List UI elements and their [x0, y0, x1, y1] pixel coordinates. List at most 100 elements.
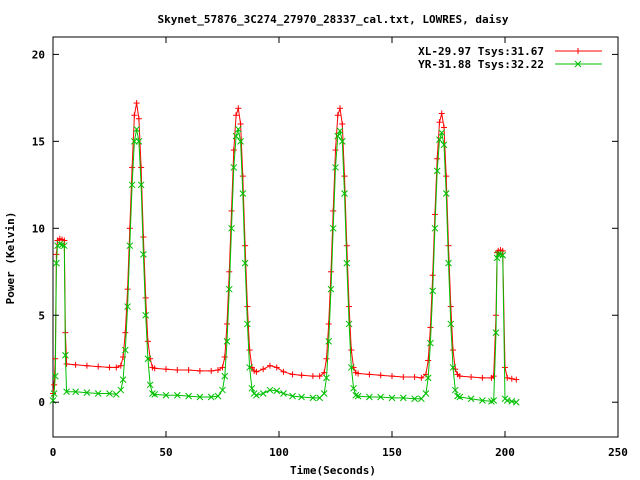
series-2	[49, 125, 520, 406]
data-point	[95, 363, 102, 370]
data-point	[332, 147, 339, 154]
data-point	[479, 374, 486, 381]
data-point	[83, 389, 91, 397]
data-point	[443, 173, 450, 180]
data-point	[424, 374, 432, 382]
data-point	[389, 373, 395, 380]
data-point	[63, 360, 70, 367]
data-point	[298, 372, 305, 379]
x-axis-label: Time(Seconds)	[290, 464, 376, 477]
data-point	[237, 137, 244, 145]
data-point	[338, 137, 346, 145]
data-point	[499, 247, 506, 254]
data-point	[185, 392, 192, 400]
data-point	[144, 338, 151, 345]
data-point	[244, 303, 251, 310]
data-point	[445, 259, 452, 267]
data-point	[438, 129, 446, 137]
data-point	[339, 120, 346, 127]
x-tick-label: 0	[50, 446, 57, 459]
data-point	[260, 366, 267, 373]
data-point	[241, 259, 249, 267]
data-point	[140, 234, 147, 240]
data-point	[221, 354, 228, 360]
x-tick-label: 100	[269, 446, 289, 459]
data-point	[140, 251, 147, 258]
data-point	[117, 362, 124, 369]
data-point	[239, 173, 246, 180]
data-point	[214, 392, 222, 400]
data-point	[196, 367, 203, 374]
data-point	[418, 374, 425, 381]
data-point	[429, 287, 437, 295]
y-tick-label: 0	[38, 396, 45, 409]
data-point	[329, 224, 337, 232]
data-point	[173, 391, 181, 399]
data-point	[144, 355, 152, 363]
data-point	[142, 294, 149, 301]
data-point	[399, 394, 407, 402]
data-point	[259, 390, 267, 397]
data-point	[345, 320, 353, 328]
data-point	[214, 367, 221, 374]
y-tick-label: 20	[32, 48, 45, 61]
data-point	[451, 386, 459, 394]
data-point	[323, 374, 330, 382]
data-point	[230, 147, 237, 154]
data-point	[224, 320, 231, 327]
data-point	[321, 369, 328, 376]
x-tick-label: 200	[495, 446, 515, 459]
data-point	[334, 112, 341, 119]
data-point	[343, 242, 350, 249]
data-point	[490, 397, 498, 404]
data-point	[422, 390, 430, 397]
data-point	[226, 268, 233, 275]
data-point	[440, 124, 447, 131]
data-point	[248, 384, 256, 392]
data-point	[289, 392, 296, 400]
data-point	[327, 268, 334, 275]
data-point	[53, 259, 60, 267]
data-point	[163, 366, 169, 373]
data-point	[122, 329, 129, 336]
data-point	[239, 190, 247, 197]
data-point	[185, 367, 192, 374]
data-point	[225, 285, 233, 293]
data-point	[133, 125, 140, 133]
data-point	[266, 362, 273, 369]
data-point	[131, 112, 138, 119]
data-point	[456, 373, 463, 380]
data-point	[129, 164, 136, 171]
data-point	[221, 372, 229, 380]
data-point	[332, 164, 339, 171]
data-point	[230, 164, 238, 171]
data-point	[280, 390, 287, 397]
data-point	[298, 393, 305, 401]
data-point	[62, 351, 69, 359]
data-point	[273, 364, 280, 371]
data-point	[135, 115, 142, 122]
data-point	[126, 225, 133, 232]
data-point	[235, 105, 242, 112]
data-point	[442, 190, 450, 197]
data-point	[346, 303, 353, 310]
data-point	[377, 372, 384, 379]
data-point	[438, 110, 445, 117]
data-point	[366, 371, 373, 378]
data-point	[50, 390, 56, 397]
data-point	[454, 392, 461, 400]
data-point	[348, 347, 355, 354]
data-point	[151, 391, 159, 398]
data-point	[411, 374, 418, 380]
data-point	[228, 224, 235, 232]
data-point	[280, 368, 287, 375]
data-point	[456, 393, 464, 401]
data-point	[72, 388, 79, 396]
data-point	[449, 364, 457, 371]
data-point	[355, 370, 362, 377]
data-point	[146, 381, 154, 389]
legend-label: YR-31.88 Tsys:32.22	[418, 58, 544, 71]
data-point	[113, 364, 120, 371]
data-point	[467, 395, 475, 403]
